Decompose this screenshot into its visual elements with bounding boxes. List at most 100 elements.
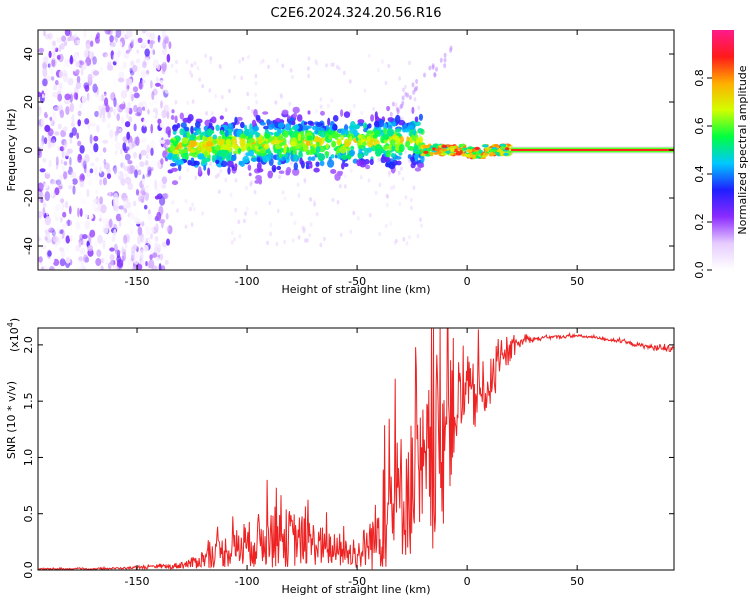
- heatmap-cell: [356, 159, 362, 167]
- heatmap-cell: [226, 160, 234, 168]
- heatmap-cell: [174, 100, 178, 105]
- heatmap-cell: [220, 160, 228, 168]
- heatmap-cell: [281, 109, 289, 115]
- heatmap-cell: [385, 162, 390, 168]
- heatmap-cell: [374, 111, 378, 120]
- heatmap-cell: [67, 77, 74, 86]
- heatmap-cell: [65, 178, 69, 183]
- heatmap-cell: [62, 126, 68, 132]
- heatmap-cell: [324, 151, 330, 156]
- heatmap-cell: [286, 115, 291, 120]
- heatmap-cell: [317, 153, 325, 162]
- heatmap-cell: [152, 88, 158, 96]
- heatmap-cell: [59, 258, 66, 267]
- heatmap-cell: [331, 197, 335, 203]
- heatmap-cell: [127, 212, 131, 218]
- heatmap-cell: [133, 123, 137, 132]
- heatmap-cell: [276, 208, 280, 214]
- heatmap-cell: [40, 141, 44, 150]
- heatmap-cell: [398, 201, 402, 207]
- heatmap-cell: [302, 143, 306, 151]
- heatmap-cell: [412, 185, 416, 190]
- heatmap-cell: [132, 233, 136, 242]
- heatmap-cell: [357, 134, 364, 139]
- heatmap-cell: [363, 128, 368, 133]
- heatmap-cell: [167, 225, 173, 235]
- heatmap-cell: [151, 252, 158, 258]
- y-tick-label: -40: [22, 237, 35, 255]
- heatmap-cell: [212, 139, 218, 145]
- heatmap-cell: [384, 223, 388, 229]
- heatmap-cell: [94, 157, 100, 162]
- heatmap-cell: [227, 166, 231, 175]
- heatmap-cell: [52, 50, 56, 58]
- heatmap-cell: [255, 114, 261, 121]
- heatmap-cell: [126, 113, 129, 119]
- heatmap-cell: [79, 145, 85, 154]
- heatmap-cell: [44, 86, 48, 92]
- heatmap-cell: [387, 172, 391, 177]
- heatmap-cell: [313, 199, 316, 204]
- heatmap-cell: [386, 105, 391, 112]
- heatmap-cell: [128, 142, 133, 149]
- heatmap-cell: [128, 196, 133, 201]
- heatmap-cell: [113, 228, 117, 237]
- heatmap-cell: [148, 259, 155, 269]
- heatmap-cell: [433, 72, 437, 78]
- heatmap-cell: [439, 57, 443, 63]
- heatmap-cell: [124, 200, 128, 206]
- heatmap-cell: [194, 121, 201, 128]
- heatmap-cell: [120, 210, 126, 220]
- heatmap-cell: [220, 144, 228, 151]
- figure-title: C2E6.2024.324.20.56.R16: [270, 6, 441, 21]
- heatmap-cell: [267, 170, 274, 179]
- heatmap-cell: [449, 152, 454, 156]
- heatmap-cell: [307, 156, 313, 161]
- heatmap-cell: [44, 137, 48, 145]
- heatmap-cell: [69, 171, 77, 179]
- heatmap-cell: [250, 180, 253, 185]
- heatmap-cell: [306, 238, 309, 243]
- heatmap-cell: [344, 143, 350, 148]
- heatmap-cell: [289, 68, 293, 73]
- heatmap-cell: [143, 78, 148, 89]
- heatmap-cell: [77, 207, 80, 218]
- heatmap-cell: [352, 103, 356, 108]
- x-tick-label: 50: [570, 575, 584, 588]
- heatmap-cell: [231, 143, 237, 149]
- heatmap-cell: [62, 203, 65, 209]
- heatmap-cell: [307, 73, 310, 79]
- heatmap-cell: [247, 55, 250, 60]
- heatmap-cell: [251, 109, 254, 114]
- heatmap-cell: [147, 166, 152, 175]
- heatmap-cell: [48, 32, 53, 40]
- heatmap-cell: [93, 44, 97, 53]
- heatmap-cell: [224, 129, 229, 137]
- heatmap-cell: [92, 83, 98, 93]
- heatmap-cell: [113, 243, 118, 252]
- heatmap-cell: [248, 138, 255, 144]
- heatmap-cell: [153, 51, 158, 57]
- heatmap-cell: [343, 173, 347, 179]
- heatmap-cell: [57, 123, 62, 130]
- heatmap-cell: [231, 230, 234, 236]
- y-tick-label: -20: [22, 189, 35, 207]
- heatmap-cell: [353, 129, 358, 137]
- heatmap-cell: [328, 135, 333, 141]
- heatmap-cell: [103, 158, 107, 165]
- heatmap-cell: [122, 251, 127, 262]
- heatmap-cell: [236, 116, 243, 121]
- heatmap-cell: [44, 183, 49, 189]
- heatmap-cell: [60, 42, 65, 50]
- heatmap-cell: [390, 185, 393, 191]
- heatmap-region-scintillation: [166, 45, 453, 248]
- heatmap-cell: [89, 229, 96, 238]
- heatmap-cell: [340, 109, 344, 117]
- heatmap-cell: [146, 144, 151, 154]
- heatmap-cell: [432, 143, 439, 147]
- heatmap-cell: [388, 170, 391, 175]
- heatmap-cell: [69, 30, 72, 37]
- heatmap-cell: [52, 235, 59, 243]
- heatmap-cell: [285, 153, 288, 158]
- heatmap-cell: [263, 125, 269, 130]
